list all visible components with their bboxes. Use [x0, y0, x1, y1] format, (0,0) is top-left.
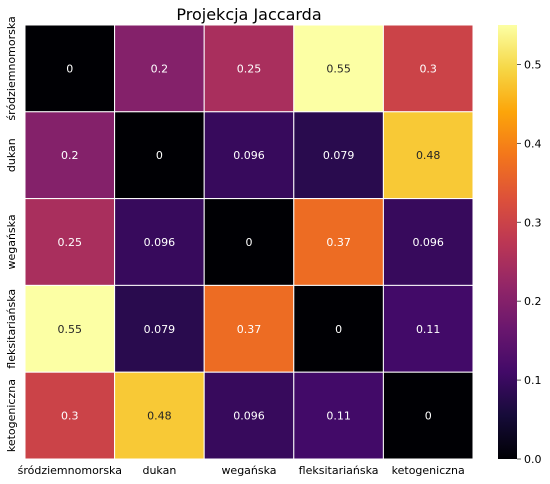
cell-value-label: 0.2	[151, 62, 169, 75]
cell-value-label: 0.096	[144, 236, 176, 249]
y-tick-label: ketogeniczna	[5, 379, 18, 452]
cell-value-label: 0.37	[237, 323, 262, 336]
colorbar-tick-label: 0.2	[524, 295, 542, 308]
y-tick-label: fleksitariańska	[5, 289, 18, 369]
heatmap-cells: 0 0.2 0.25 0.55 0.3 0.2 0 0.096 0.079 0.48 0.25 0.0…	[25, 25, 473, 459]
cell-value-label: 0.096	[233, 410, 265, 423]
y-tick-label: dukan	[5, 138, 18, 172]
x-tick-label: wegańska	[221, 464, 276, 477]
y-tick-label: śródziemnomorska	[5, 16, 18, 120]
cell-value-label: 0	[246, 236, 253, 249]
x-tick-label: dukan	[142, 464, 176, 477]
cell-value-label: 0	[156, 149, 163, 162]
cell-value-label: 0.48	[147, 410, 172, 423]
cell-value-label: 0	[66, 62, 73, 75]
cell-value-label: 0.55	[326, 62, 351, 75]
cell-value-label: 0.25	[237, 62, 262, 75]
colorbar-tick-label: 0.3	[524, 216, 542, 229]
cell-value-label: 0.079	[144, 323, 176, 336]
cell-value-label: 0.55	[58, 323, 83, 336]
x-tick-label: fleksitariańska	[299, 464, 379, 477]
cell-value-label: 0.096	[233, 149, 265, 162]
colorbar-tick-label: 0.5	[524, 58, 542, 71]
cell-value-label: 0.3	[419, 62, 437, 75]
cell-value-label: 0.2	[61, 149, 79, 162]
cell-value-label: 0.079	[323, 149, 355, 162]
colorbar-ticks: 0.0 0.1 0.2 0.3 0.4 0.5	[517, 58, 542, 466]
cell-value-label: 0.48	[416, 149, 441, 162]
x-tick-label: śródziemnomorska	[18, 464, 122, 477]
cell-value-label: 0.11	[416, 323, 441, 336]
colorbar	[498, 25, 517, 459]
y-tick-label: wegańska	[5, 214, 18, 269]
x-tick-label: ketogeniczna	[392, 464, 465, 477]
cell-value-label: 0.3	[61, 410, 79, 423]
cell-value-label: 0	[425, 410, 432, 423]
cell-value-label: 0.11	[326, 410, 351, 423]
colorbar-tick-label: 0.0	[524, 453, 542, 466]
colorbar-tick-label: 0.1	[524, 374, 542, 387]
x-tick-labels: śródziemnomorska dukan wegańska fleksitaria…	[18, 464, 465, 477]
chart-title: Projekcja Jaccarda	[176, 5, 321, 24]
cell-value-label: 0	[335, 323, 342, 336]
cell-value-label: 0.37	[326, 236, 351, 249]
colorbar-tick-label: 0.4	[524, 137, 542, 150]
cell-value-label: 0.096	[412, 236, 444, 249]
y-tick-labels: śródziemnomorska dukan wegańska fleksitaria…	[5, 16, 18, 452]
cell-value-label: 0.25	[58, 236, 83, 249]
